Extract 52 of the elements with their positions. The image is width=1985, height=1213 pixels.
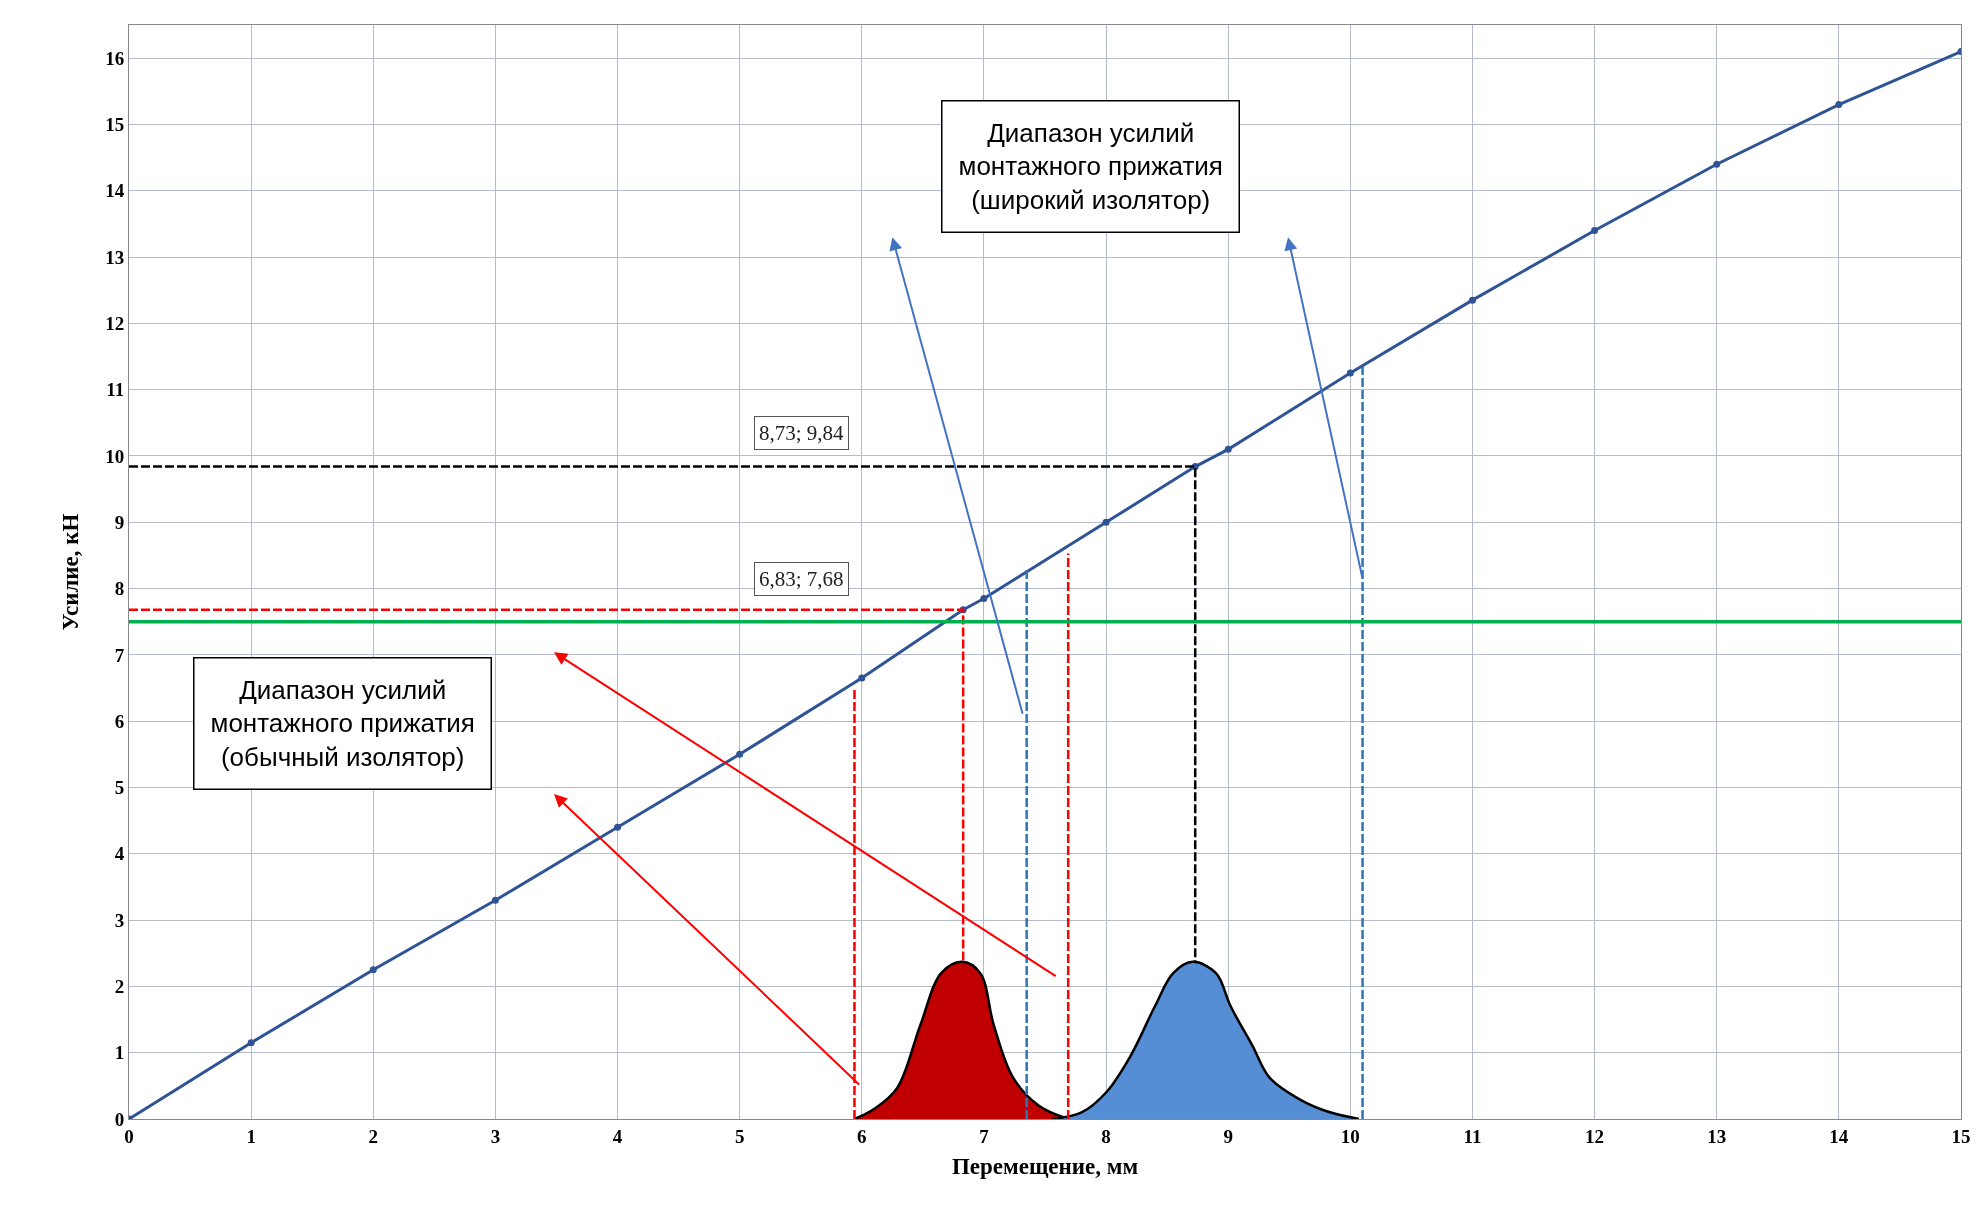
y-tick-label: 9: [114, 511, 125, 533]
point: [1835, 101, 1843, 109]
x-tick-label: 4: [612, 1125, 623, 1147]
point: [1713, 160, 1721, 168]
annotation: 6,83; 7,68: [759, 567, 844, 591]
y-tick-label: 0: [114, 1108, 125, 1130]
annotation: Диапазон усилий монтажного прижатия (обычный изолятор): [210, 674, 475, 773]
annotation: Диапазон усилий монтажного прижатия (широкий изолятор): [958, 117, 1223, 216]
y-tick-label: 4: [114, 843, 125, 865]
point: [980, 595, 988, 603]
x-tick-label: 15: [1951, 1125, 1971, 1147]
y-tick-label: 8: [114, 578, 125, 600]
y-tick-label: 1: [114, 1042, 125, 1064]
x-tick-label: 10: [1340, 1125, 1360, 1147]
x-tick-label: 11: [1463, 1125, 1482, 1147]
y-tick-label: 6: [114, 710, 125, 732]
x-tick-label: 7: [979, 1125, 990, 1147]
y-tick-label: 10: [105, 445, 125, 467]
y-tick-label: 13: [105, 246, 125, 268]
x-tick-label: 9: [1223, 1125, 1233, 1147]
point: [491, 896, 499, 904]
point: [1591, 227, 1599, 235]
point: [247, 1039, 255, 1047]
x-tick-label: 12: [1585, 1125, 1605, 1147]
x-tick-label: 13: [1707, 1125, 1727, 1147]
x-tick-label: 8: [1101, 1125, 1111, 1147]
point: [1224, 445, 1232, 453]
y-tick-label: 12: [105, 313, 125, 335]
x-tick-label: 6: [857, 1125, 867, 1147]
y-axis-title: Усилие, кН: [57, 513, 83, 631]
y-tick-label: 11: [106, 379, 125, 401]
y-tick-label: 5: [114, 777, 125, 799]
x-tick-label: 14: [1829, 1125, 1849, 1147]
point: [1468, 296, 1476, 304]
y-tick-label: 7: [114, 644, 125, 666]
annotation: 8,73; 9,84: [759, 421, 845, 445]
point: [369, 966, 377, 974]
y-tick-label: 3: [114, 909, 125, 931]
x-tick-label: 3: [490, 1125, 501, 1147]
point: [1102, 518, 1110, 526]
x-tick-label: 5: [734, 1125, 745, 1147]
y-tick-label: 15: [105, 114, 125, 136]
point: [614, 823, 622, 831]
x-tick-label: 2: [368, 1125, 379, 1147]
point: [736, 750, 744, 758]
point: [858, 674, 866, 682]
point: [1346, 369, 1354, 377]
y-tick-label: 14: [105, 180, 125, 202]
x-tick-label: 1: [246, 1125, 256, 1147]
y-tick-label: 16: [105, 47, 125, 69]
y-tick-label: 2: [114, 976, 125, 998]
x-axis-title: Перемещение, мм: [951, 1154, 1139, 1180]
